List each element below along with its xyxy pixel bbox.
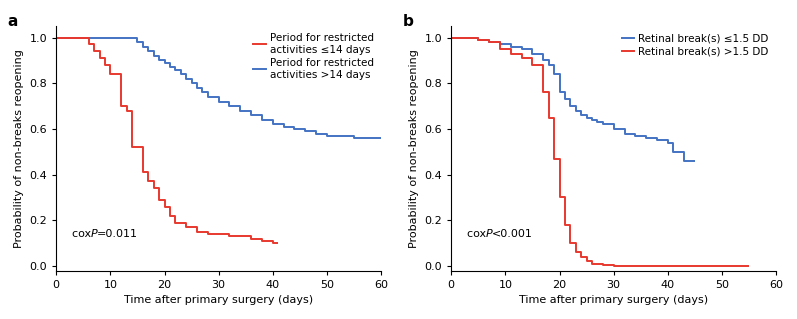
Text: cox: cox <box>73 229 95 239</box>
Legend: Period for restricted
activities ≤14 days, Period for restricted
activities >14 : Period for restricted activities ≤14 day… <box>251 31 376 82</box>
Y-axis label: Probability of non-breaks reopening: Probability of non-breaks reopening <box>14 49 24 248</box>
Text: =0.011: =0.011 <box>96 229 138 239</box>
Text: cox: cox <box>468 229 490 239</box>
Text: <0.001: <0.001 <box>492 229 532 239</box>
Text: P: P <box>90 229 97 239</box>
Y-axis label: Probability of non-breaks reopening: Probability of non-breaks reopening <box>409 49 419 248</box>
Text: b: b <box>402 14 414 29</box>
X-axis label: Time after primary surgery (days): Time after primary surgery (days) <box>124 295 313 305</box>
X-axis label: Time after primary surgery (days): Time after primary surgery (days) <box>519 295 709 305</box>
Legend: Retinal break(s) ≤1.5 DD, Retinal break(s) >1.5 DD: Retinal break(s) ≤1.5 DD, Retinal break(… <box>620 31 771 59</box>
Text: P: P <box>485 229 492 239</box>
Text: a: a <box>7 14 18 29</box>
